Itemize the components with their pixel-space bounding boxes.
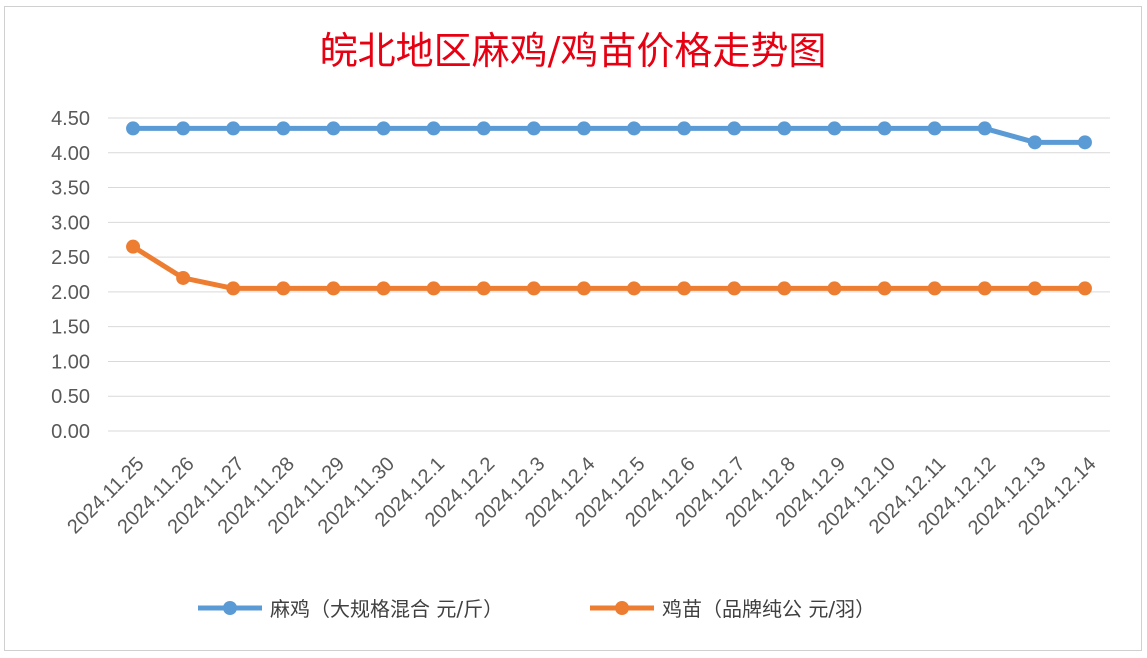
data-point [126,239,141,254]
chart-frame [4,6,1142,651]
data-point [526,121,541,136]
y-tick-label: 2.50 [51,247,90,269]
data-point [827,121,842,136]
data-point [777,121,792,136]
data-point [476,281,491,296]
data-point [627,121,642,136]
data-point [376,121,391,136]
data-point [476,121,491,136]
data-point [627,281,642,296]
data-point [877,121,892,136]
data-point [326,121,341,136]
legend-label: 鸡苗（品牌纯公 元/羽） [662,597,875,621]
data-point [226,121,241,136]
y-tick-label: 1.00 [51,351,90,373]
data-point [176,121,191,136]
data-point [677,121,692,136]
data-point [727,281,742,296]
data-point [376,281,391,296]
data-point [1077,135,1092,150]
data-point [526,281,541,296]
y-tick-label: 0.50 [51,386,90,408]
data-point [226,281,241,296]
chart-title: 皖北地区麻鸡/鸡苗价格走势图 [320,29,827,73]
series-line [130,244,1088,291]
data-point [576,281,591,296]
data-point [1027,281,1042,296]
data-point [827,281,842,296]
y-tick-label: 3.50 [51,178,90,200]
data-point [1027,135,1042,150]
series-2 [126,239,1092,296]
series-line [130,125,1088,145]
gridlines [108,117,1110,432]
data-point [176,270,191,285]
y-tick-label: 4.00 [51,143,90,165]
data-point [727,121,742,136]
data-point [927,121,942,136]
data-point [777,281,792,296]
data-point [276,281,291,296]
y-tick-label: 3.00 [51,212,90,234]
data-point [677,281,692,296]
data-point [977,281,992,296]
y-tick-label: 2.00 [51,282,90,304]
data-point [426,121,441,136]
legend-marker [223,601,237,615]
y-tick-label: 1.50 [51,317,90,339]
y-tick-label: 0.00 [51,421,90,443]
data-point [977,121,992,136]
y-axis-ticks: 0.00 0.50 1.00 1.50 2.00 2.50 3.00 3.50 4.00 4.50 [51,108,90,443]
y-tick-label: 4.50 [51,108,90,130]
x-axis-ticks: 2024.11.252024.11.262024.11.272024.11.28… [63,453,1100,539]
data-point [276,121,291,136]
data-point [927,281,942,296]
data-point [576,121,591,136]
series-1 [126,121,1092,150]
legend-marker [615,601,629,615]
data-point [877,281,892,296]
data-point [1077,281,1092,296]
data-point [326,281,341,296]
data-point [426,281,441,296]
data-point [126,121,141,136]
series-lines [126,121,1092,296]
legend: 麻鸡（大规格混合 元/斤） 鸡苗（品牌纯公 元/羽） [198,597,875,621]
legend-label: 麻鸡（大规格混合 元/斤） [270,597,503,621]
